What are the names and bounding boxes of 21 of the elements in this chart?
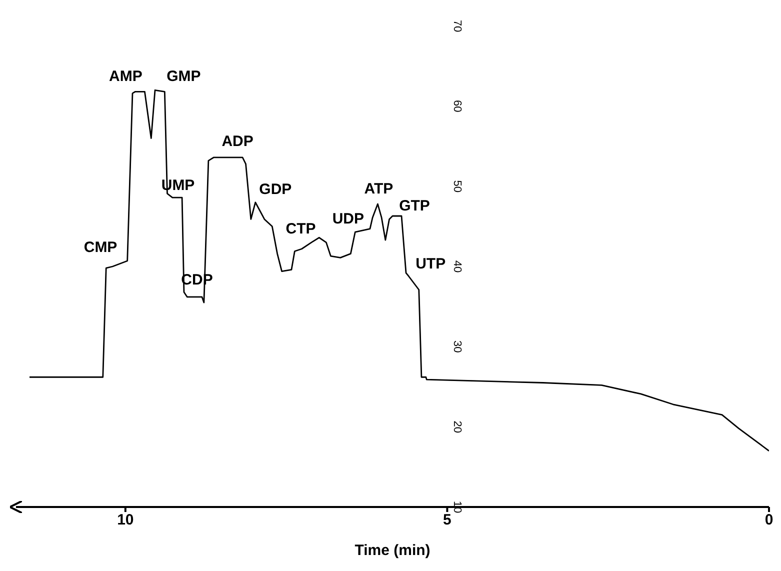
annotation: GDP [259,180,292,198]
y-tick-label: 30 [451,340,464,353]
y-tick-label: 50 [451,180,464,192]
y-tick-label: 40 [451,260,464,273]
annotation: CMP [84,239,118,256]
y-tick-label: 60 [451,100,464,112]
y-tick-label: 20 [451,420,464,433]
y-tick-label: 70 [451,20,464,32]
x-tick-label: 0 [764,512,774,529]
annotation: ATP [364,180,394,198]
annotation: UTP [416,256,446,273]
annotation: GTP [399,197,430,214]
x-tick-label: 5 [443,512,452,529]
annotation: CTP [286,220,316,238]
annotation: ADP [222,132,254,150]
annotation: AMP [109,68,142,86]
annotation: GMP [166,68,201,86]
x-tick-label: 10 [117,512,134,529]
line-series [28,89,769,452]
x-axis-title: Time (min) [354,542,430,559]
annotation: UDP [332,210,364,228]
